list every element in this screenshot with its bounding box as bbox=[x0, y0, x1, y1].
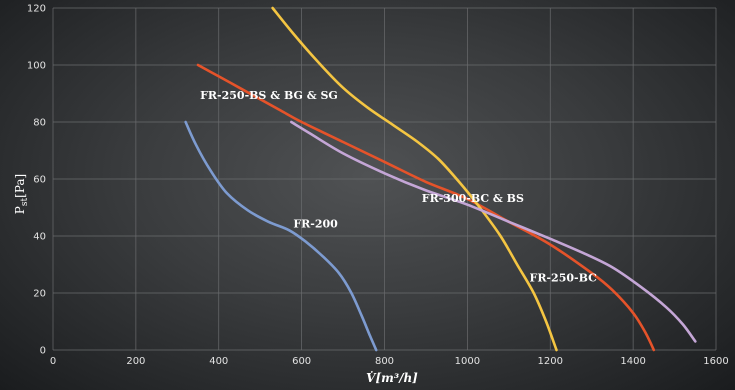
y-tick-label: 60 bbox=[33, 175, 46, 186]
series-lines bbox=[184, 6, 697, 352]
series-line-fr-200 bbox=[184, 120, 378, 352]
y-tick-label: 0 bbox=[40, 346, 46, 357]
curve-label-fr-250-bc: FR-250-BC bbox=[530, 272, 598, 285]
y-tick-label: 100 bbox=[27, 61, 46, 72]
x-tick-label: 600 bbox=[292, 356, 311, 367]
series-line-fr-300-bc-bs bbox=[290, 120, 697, 343]
x-axis-label: V̇[m³/h] bbox=[366, 370, 418, 385]
y-axis-label: Pst[Pa] bbox=[13, 174, 30, 214]
x-tick-label: 400 bbox=[209, 356, 228, 367]
series-line-fr-250-bs-bg-sg bbox=[196, 63, 656, 352]
x-tick-labels: 0 200 400 600 800 1000 1200 1400 1600 bbox=[50, 356, 729, 367]
x-tick-label: 1000 bbox=[455, 356, 480, 367]
y-tick-labels: 0 20 40 60 80 100 120 bbox=[27, 4, 46, 357]
x-tick-label: 1400 bbox=[620, 356, 645, 367]
x-tick-label: 1600 bbox=[703, 356, 728, 367]
x-tick-label: 200 bbox=[126, 356, 145, 367]
y-tick-label: 80 bbox=[33, 118, 46, 129]
x-tick-label: 1200 bbox=[538, 356, 563, 367]
curve-label-fr-200: FR-200 bbox=[293, 217, 338, 230]
x-tick-label: 800 bbox=[375, 356, 394, 367]
y-tick-label: 120 bbox=[27, 4, 46, 15]
y-tick-label: 40 bbox=[33, 232, 46, 243]
x-tick-label: 0 bbox=[50, 356, 56, 367]
series-line-fr-250-bc bbox=[271, 6, 558, 352]
curve-label-fr-300-bc-bs: FR-300-BC & BS bbox=[422, 192, 524, 205]
curve-labels: FR-250-BS & BG & SG FR-300-BC & BS FR-200 F… bbox=[200, 89, 597, 284]
grid-lines bbox=[52, 7, 717, 351]
curve-label-fr-250-bs-bg-sg: FR-250-BS & BG & SG bbox=[200, 89, 338, 102]
y-tick-label: 20 bbox=[33, 289, 46, 300]
